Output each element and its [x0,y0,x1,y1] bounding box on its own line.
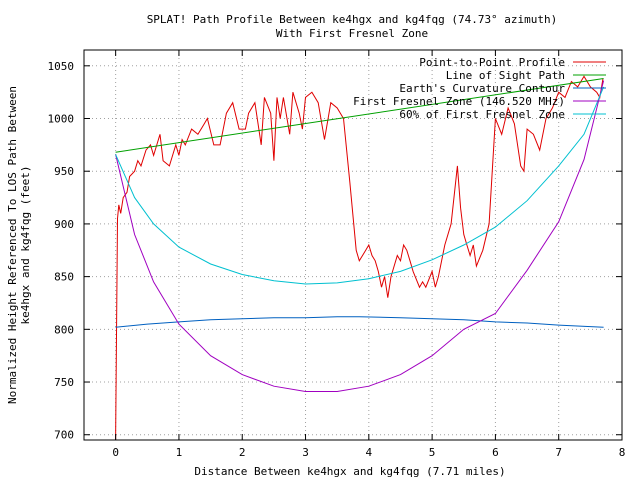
series-line-2 [115,316,604,328]
y-tick-label: 900 [54,218,74,231]
x-tick-label: 5 [429,446,436,459]
axis-ticks: 0 1 2 3 4 5 6 7 8 700 750 800 850 900 950 1000 1050 [48,50,626,459]
y-tick-label: 1050 [48,60,75,73]
y-tick-label: 850 [54,271,74,284]
x-axis-label: Distance Between ke4hgx and kg4fqg (7.71… [194,465,505,478]
chart-title: SPLAT! Path Profile Between ke4hgx and k… [147,13,558,26]
y-tick-label: 800 [54,323,74,336]
x-tick-label: 7 [555,446,562,459]
x-tick-label: 1 [176,446,183,459]
chart-subtitle: With First Fresnel Zone [276,27,428,40]
x-tick-label: 4 [366,446,373,459]
series-line-0 [115,75,604,441]
plot-frame [83,49,623,441]
x-tick-label: 3 [302,446,309,459]
series-line-1 [115,78,604,153]
x-tick-label: 0 [112,446,119,459]
y-tick-label: 700 [54,429,74,442]
legend-label-4: 60% of First Fresnel Zone [399,108,565,121]
y-tick-label: 750 [54,376,74,389]
y-axis-label-line1: Normalized Height Referenced To LOS Path… [6,86,19,404]
series-line-4 [115,86,605,285]
y-axis-label-line2: ke4hgx and kg4fqg (feet) [19,166,32,325]
y-tick-label: 1000 [48,113,75,126]
legend-label-3: First Fresnel Zone (146.520 MHz) [353,95,565,108]
series-line-3 [115,80,605,392]
x-tick-label: 8 [619,446,626,459]
legend-label-1: Line of Sight Path [446,69,565,82]
legend-label-0: Point-to-Point Profile [419,56,565,69]
y-tick-label: 950 [54,165,74,178]
x-tick-label: 6 [492,446,499,459]
x-tick-label: 2 [239,446,246,459]
series-group [115,75,605,441]
legend-label-2: Earth's Curvature Contour [399,82,565,95]
